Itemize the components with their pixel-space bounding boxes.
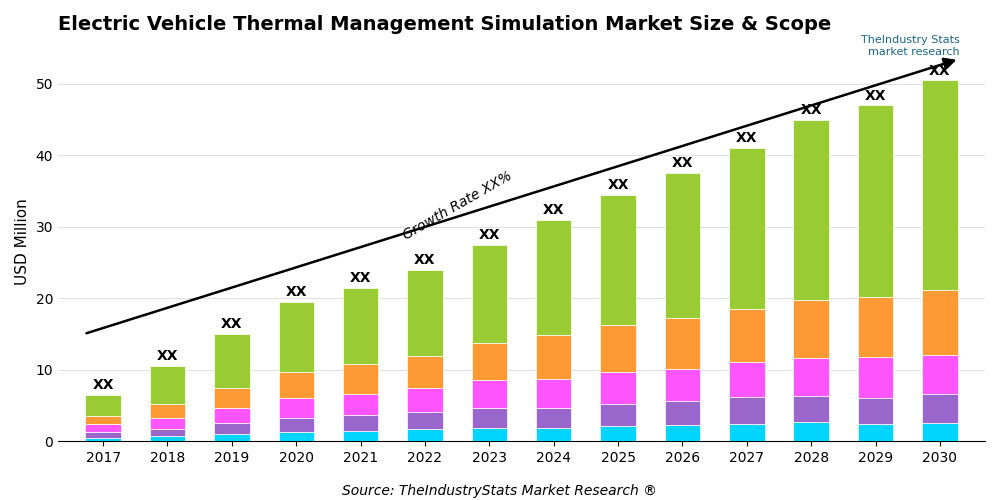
Bar	[472, 408, 507, 428]
Bar	[472, 343, 507, 380]
Y-axis label: USD Million: USD Million	[15, 198, 30, 284]
Bar	[600, 372, 636, 404]
Bar	[665, 318, 700, 369]
Bar	[922, 354, 958, 395]
Bar	[536, 220, 571, 335]
Text: TheIndustry Stats
market research: TheIndustry Stats market research	[861, 35, 960, 56]
Bar	[279, 432, 314, 442]
Bar	[472, 428, 507, 442]
Bar	[472, 245, 507, 343]
Bar	[150, 428, 185, 436]
Bar	[343, 364, 378, 394]
Text: XX: XX	[543, 203, 564, 217]
Bar	[793, 422, 829, 442]
Text: XX: XX	[672, 156, 693, 170]
Bar	[858, 297, 893, 358]
Bar	[729, 362, 765, 398]
Bar	[407, 430, 443, 442]
Text: XX: XX	[929, 64, 951, 78]
Text: Growth Rate XX%: Growth Rate XX%	[400, 168, 514, 242]
Text: XX: XX	[92, 378, 114, 392]
Bar	[343, 288, 378, 364]
Bar	[279, 302, 314, 372]
Bar	[214, 388, 250, 408]
Bar	[536, 428, 571, 442]
Bar	[214, 434, 250, 442]
Bar	[665, 425, 700, 442]
Text: XX: XX	[157, 350, 178, 364]
Bar	[922, 394, 958, 423]
Bar	[407, 412, 443, 430]
Bar	[793, 300, 829, 358]
Text: XX: XX	[350, 271, 371, 285]
Text: XX: XX	[865, 88, 886, 102]
Bar	[85, 395, 121, 415]
Bar	[536, 380, 571, 408]
Bar	[279, 418, 314, 432]
Bar	[85, 416, 121, 424]
Bar	[536, 408, 571, 428]
Bar	[729, 398, 765, 423]
Text: XX: XX	[607, 178, 629, 192]
Bar	[214, 423, 250, 434]
Bar	[922, 80, 958, 290]
Bar	[150, 404, 185, 418]
Bar	[214, 334, 250, 388]
Bar	[150, 366, 185, 404]
Bar	[343, 415, 378, 430]
Bar	[858, 424, 893, 442]
Bar	[472, 380, 507, 408]
Bar	[279, 372, 314, 398]
Bar	[600, 326, 636, 372]
Bar	[858, 398, 893, 424]
Bar	[793, 396, 829, 422]
Bar	[536, 335, 571, 380]
Bar	[729, 424, 765, 442]
Bar	[665, 401, 700, 425]
Bar	[922, 290, 958, 354]
Text: XX: XX	[800, 103, 822, 117]
Bar	[922, 423, 958, 442]
Bar	[85, 438, 121, 442]
Bar	[343, 430, 378, 442]
Bar	[793, 120, 829, 300]
Bar	[343, 394, 378, 415]
Bar	[407, 270, 443, 356]
Text: Source: TheIndustryStats Market Research ®: Source: TheIndustryStats Market Research…	[342, 484, 658, 498]
Bar	[729, 310, 765, 362]
Bar	[279, 398, 314, 417]
Bar	[600, 404, 636, 426]
Bar	[214, 408, 250, 423]
Text: XX: XX	[736, 132, 758, 145]
Bar	[600, 426, 636, 442]
Bar	[407, 356, 443, 388]
Bar	[85, 432, 121, 438]
Text: XX: XX	[285, 285, 307, 299]
Bar	[665, 369, 700, 401]
Bar	[407, 388, 443, 412]
Bar	[793, 358, 829, 397]
Text: Electric Vehicle Thermal Management Simulation Market Size & Scope: Electric Vehicle Thermal Management Simu…	[58, 15, 831, 34]
Bar	[858, 106, 893, 297]
Bar	[150, 436, 185, 442]
Bar	[665, 174, 700, 318]
Bar	[858, 358, 893, 398]
Bar	[729, 148, 765, 310]
Bar	[150, 418, 185, 428]
Text: XX: XX	[414, 253, 436, 267]
Bar	[600, 194, 636, 326]
Text: XX: XX	[221, 317, 243, 331]
Bar	[85, 424, 121, 432]
Text: XX: XX	[479, 228, 500, 242]
